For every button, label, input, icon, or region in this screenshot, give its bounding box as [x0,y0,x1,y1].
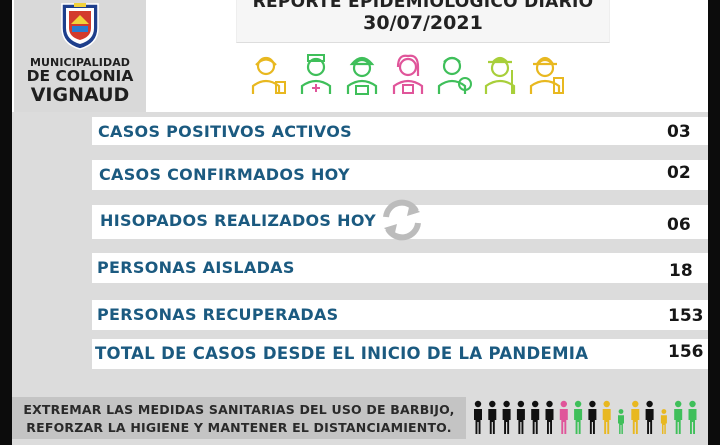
person-body [574,409,583,434]
stat-row-total-cases: TOTAL DE CASOS DESDE EL INICIO DE LA PAN… [92,339,708,369]
person-body [531,409,540,434]
stat-label: PERSONAS RECUPERADAS [97,305,339,324]
stat-row-confirmed-today: CASOS CONFIRMADOS HOY 02 [92,160,708,190]
person-head [689,400,696,408]
person-head [489,400,496,408]
logo-line-2: DE COLONIA [26,67,134,85]
builder-icon [346,56,378,95]
stat-label: CASOS POSITIVOS ACTIVOS [98,122,352,141]
stat-value: 02 [667,163,691,183]
logo-line-3: VIGNAUD [30,83,130,106]
person-head [675,400,682,408]
stat-row-isolated: PERSONAS AISLADAS 18 [92,253,708,283]
person-body [545,409,554,434]
right-border [708,0,720,445]
logo-wordmark: MUNICIPALIDAD DE COLONIA VIGNAUD [14,57,146,105]
person-head [517,400,525,408]
municipality-logo: MUNICIPALIDAD DE COLONIA VIGNAUD [14,0,146,112]
worker-icons-row [246,52,576,98]
firefighter-icon [529,56,564,94]
person-head [574,400,582,408]
municipal-shield-emblem-icon [61,3,99,50]
person-head [560,400,567,408]
person-body [559,409,568,434]
refresh-icon [383,199,421,241]
person-figure [474,400,697,434]
logo-line-1: MUNICIPALIDAD [29,56,131,69]
stat-row-recovered: PERSONAS RECUPERADAS 153 [92,300,708,330]
person-head [632,400,639,408]
health-message-line-1: EXTREMAR LAS MEDIDAS SANITARIAS DEL USO … [23,402,455,417]
left-border [0,0,12,445]
stat-value: 06 [667,215,691,235]
person-head [603,400,610,408]
person-body [645,409,654,434]
report-title: REPORTE EPIDEMIOLÓGICO DIARIO [252,0,594,12]
worker-icon [251,56,286,94]
stat-value: 18 [669,261,693,281]
person-body [474,409,482,434]
person-head [646,400,653,408]
person-body [688,409,697,434]
report-date: 30/07/2021 [363,12,483,34]
medic-icon [437,56,472,94]
person-body [516,409,525,434]
person-head [661,409,667,414]
stat-label: CASOS CONFIRMADOS HOY [99,165,350,184]
person-head [474,400,482,408]
person-head [546,400,553,408]
stat-label: HISOPADOS REALIZADOS HOY [100,211,377,230]
stat-label: TOTAL DE CASOS DESDE EL INICIO DE LA PAN… [95,344,589,363]
stat-value: 03 [667,122,691,142]
person-body [602,409,611,434]
stat-label: PERSONAS AISLADAS [97,258,295,277]
nurse-icon [392,54,424,94]
person-head [589,400,596,408]
person-head [503,400,510,408]
person-body [631,409,640,434]
doctor-icon [300,54,332,94]
stat-value: 153 [668,306,704,326]
farmer-icon [484,56,516,94]
person-body [502,409,511,434]
stat-row-active-cases: CASOS POSITIVOS ACTIVOS 03 [92,117,708,145]
person-body [618,415,624,434]
distancing-people-icon [474,400,697,434]
person-body [660,415,667,434]
person-head [532,400,539,408]
stat-value: 156 [668,342,704,362]
report-title-box: REPORTE EPIDEMIOLÓGICO DIARIO 30/07/2021 [236,0,610,43]
stat-row-swabs-today: HISOPADOS REALIZADOS HOY 06 [92,205,708,239]
person-body [488,409,497,434]
health-message-line-2: REFORZAR LA HIGIENE Y MANTENER EL DISTAN… [26,420,452,435]
person-head [618,409,624,414]
health-message-box: EXTREMAR LAS MEDIDAS SANITARIAS DEL USO … [12,397,466,439]
person-body [588,409,597,434]
person-body [674,409,683,434]
